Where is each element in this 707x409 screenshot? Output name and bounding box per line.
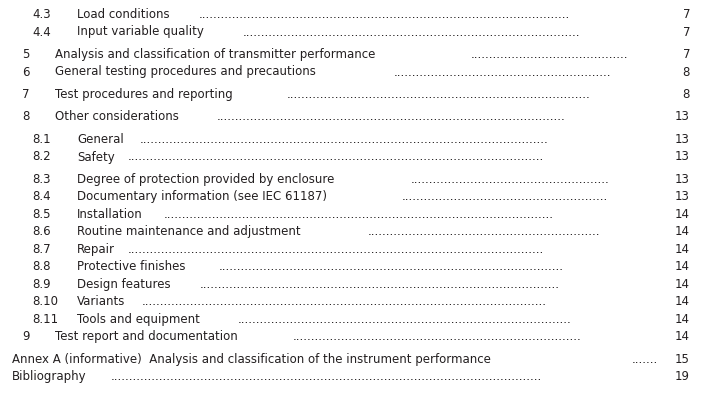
Text: 4.3: 4.3: [32, 8, 51, 21]
Text: 14: 14: [675, 330, 690, 343]
Text: ..............................................................: ........................................…: [368, 225, 600, 238]
Text: Repair: Repair: [77, 243, 115, 255]
Text: 8.10: 8.10: [32, 295, 58, 308]
Text: 8.6: 8.6: [32, 225, 51, 238]
Text: ................................................................................: ........................................…: [243, 25, 580, 38]
Text: 14: 14: [675, 312, 690, 325]
Text: 14: 14: [675, 225, 690, 238]
Text: 8.4: 8.4: [32, 190, 51, 203]
Text: Degree of protection provided by enclosure: Degree of protection provided by enclosu…: [77, 173, 334, 186]
Text: .....................................................: ........................................…: [411, 173, 610, 186]
Text: ................................................................................: ........................................…: [139, 133, 548, 146]
Text: ................................................................................: ........................................…: [128, 150, 544, 163]
Text: 8.2: 8.2: [32, 150, 51, 163]
Text: Load conditions: Load conditions: [77, 8, 170, 21]
Text: Protective finishes: Protective finishes: [77, 260, 185, 273]
Text: ................................................................................: ........................................…: [199, 8, 570, 21]
Text: 5: 5: [22, 48, 30, 61]
Text: Bibliography: Bibliography: [12, 370, 87, 382]
Text: General: General: [77, 133, 124, 146]
Text: 14: 14: [675, 243, 690, 255]
Text: 8.3: 8.3: [32, 173, 50, 186]
Text: 8: 8: [683, 65, 690, 78]
Text: 8: 8: [22, 110, 30, 123]
Text: 14: 14: [675, 277, 690, 290]
Text: Other considerations: Other considerations: [55, 110, 179, 123]
Text: 13: 13: [675, 173, 690, 186]
Text: 7: 7: [682, 48, 690, 61]
Text: 8.5: 8.5: [32, 207, 50, 220]
Text: Safety: Safety: [77, 150, 115, 163]
Text: 8.9: 8.9: [32, 277, 51, 290]
Text: 8.7: 8.7: [32, 243, 51, 255]
Text: ................................................................................: ........................................…: [110, 370, 542, 382]
Text: ................................................................................: ........................................…: [219, 260, 564, 273]
Text: 8.11: 8.11: [32, 312, 58, 325]
Text: 13: 13: [675, 190, 690, 203]
Text: 15: 15: [675, 352, 690, 365]
Text: Input variable quality: Input variable quality: [77, 25, 204, 38]
Text: Tools and equipment: Tools and equipment: [77, 312, 200, 325]
Text: .......: .......: [632, 352, 658, 365]
Text: 4.4: 4.4: [32, 25, 51, 38]
Text: Test procedures and reporting: Test procedures and reporting: [55, 88, 233, 101]
Text: 13: 13: [675, 110, 690, 123]
Text: Annex A (informative)  Analysis and classification of the instrument performance: Annex A (informative) Analysis and class…: [12, 352, 491, 365]
Text: 14: 14: [675, 295, 690, 308]
Text: Routine maintenance and adjustment: Routine maintenance and adjustment: [77, 225, 300, 238]
Text: 6: 6: [22, 65, 30, 78]
Text: 14: 14: [675, 207, 690, 220]
Text: Variants: Variants: [77, 295, 125, 308]
Text: ................................................................................: ........................................…: [164, 207, 554, 220]
Text: 14: 14: [675, 260, 690, 273]
Text: 13: 13: [675, 150, 690, 163]
Text: 7: 7: [682, 8, 690, 21]
Text: ................................................................................: ........................................…: [286, 88, 590, 101]
Text: ................................................................................: ........................................…: [238, 312, 571, 325]
Text: 8: 8: [683, 88, 690, 101]
Text: Test report and documentation: Test report and documentation: [55, 330, 238, 343]
Text: ................................................................................: ........................................…: [141, 295, 547, 308]
Text: ..........................................................: ........................................…: [394, 65, 611, 78]
Text: .......................................................: ........................................…: [402, 190, 608, 203]
Text: ................................................................................: ........................................…: [200, 277, 560, 290]
Text: 19: 19: [675, 370, 690, 382]
Text: Analysis and classification of transmitter performance: Analysis and classification of transmitt…: [55, 48, 375, 61]
Text: Documentary information (see IEC 61187): Documentary information (see IEC 61187): [77, 190, 327, 203]
Text: ..........................................: ........................................…: [470, 48, 628, 61]
Text: ................................................................................: ........................................…: [217, 110, 566, 123]
Text: 9: 9: [22, 330, 30, 343]
Text: ................................................................................: ........................................…: [128, 243, 544, 255]
Text: General testing procedures and precautions: General testing procedures and precautio…: [55, 65, 316, 78]
Text: 8.8: 8.8: [32, 260, 50, 273]
Text: Design features: Design features: [77, 277, 170, 290]
Text: 7: 7: [22, 88, 30, 101]
Text: 8.1: 8.1: [32, 133, 51, 146]
Text: Installation: Installation: [77, 207, 143, 220]
Text: 7: 7: [682, 25, 690, 38]
Text: 13: 13: [675, 133, 690, 146]
Text: .............................................................................: ........................................…: [293, 330, 582, 343]
